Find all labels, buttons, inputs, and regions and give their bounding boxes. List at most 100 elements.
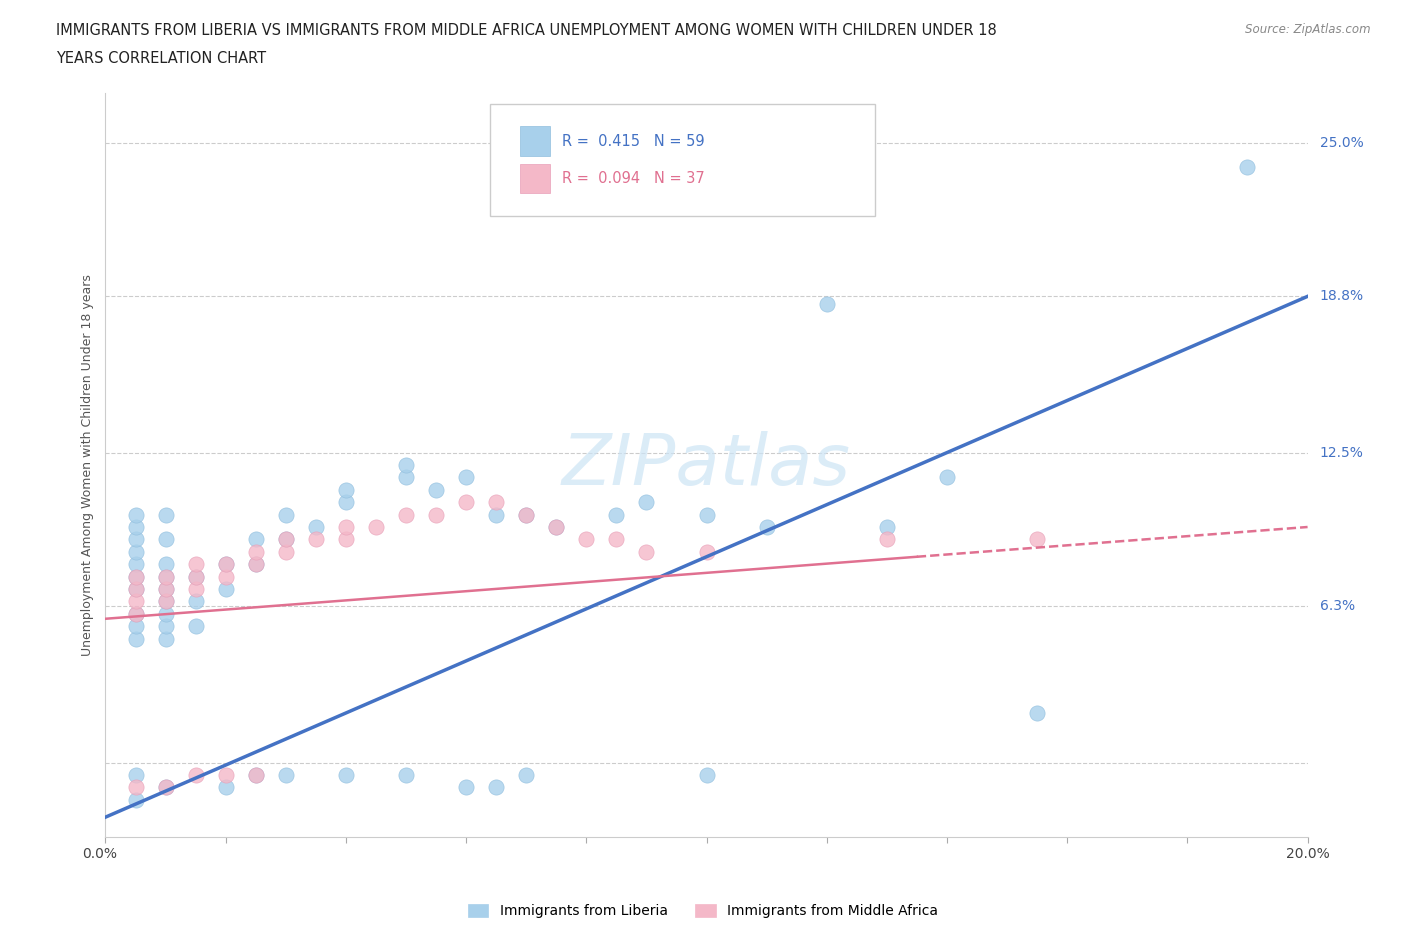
Point bbox=[124, 557, 146, 572]
Point bbox=[305, 520, 328, 535]
Point bbox=[214, 557, 236, 572]
Point bbox=[124, 581, 146, 596]
Point bbox=[124, 569, 146, 584]
Point bbox=[696, 544, 718, 559]
Point bbox=[274, 544, 297, 559]
Point bbox=[184, 767, 207, 782]
Point bbox=[184, 618, 207, 633]
Point bbox=[1026, 532, 1049, 547]
Y-axis label: Unemployment Among Women with Children Under 18 years: Unemployment Among Women with Children U… bbox=[80, 274, 94, 656]
Point bbox=[876, 520, 898, 535]
Point bbox=[155, 606, 177, 621]
Point bbox=[155, 581, 177, 596]
Point bbox=[214, 557, 236, 572]
Point bbox=[124, 520, 146, 535]
Point bbox=[815, 297, 838, 312]
Point bbox=[605, 532, 627, 547]
Point bbox=[214, 767, 236, 782]
Point bbox=[515, 767, 537, 782]
Point bbox=[425, 507, 447, 522]
Point bbox=[755, 520, 778, 535]
Point bbox=[274, 532, 297, 547]
Point bbox=[395, 507, 418, 522]
Point bbox=[696, 767, 718, 782]
Point bbox=[155, 780, 177, 795]
Point bbox=[124, 792, 146, 807]
Text: R =  0.094   N = 37: R = 0.094 N = 37 bbox=[562, 171, 704, 186]
Text: YEARS CORRELATION CHART: YEARS CORRELATION CHART bbox=[56, 51, 266, 66]
Point bbox=[124, 581, 146, 596]
Legend: Immigrants from Liberia, Immigrants from Middle Africa: Immigrants from Liberia, Immigrants from… bbox=[468, 904, 938, 919]
Point bbox=[636, 544, 658, 559]
Point bbox=[485, 495, 508, 510]
Point bbox=[274, 767, 297, 782]
Point bbox=[124, 606, 146, 621]
Point bbox=[155, 618, 177, 633]
Point bbox=[124, 569, 146, 584]
Text: R =  0.415   N = 59: R = 0.415 N = 59 bbox=[562, 134, 704, 149]
Point bbox=[636, 495, 658, 510]
Point bbox=[696, 507, 718, 522]
Point bbox=[546, 520, 568, 535]
Text: ZIPatlas: ZIPatlas bbox=[562, 431, 851, 499]
Text: 12.5%: 12.5% bbox=[1320, 445, 1364, 459]
Point bbox=[155, 581, 177, 596]
Point bbox=[605, 507, 627, 522]
Text: 20.0%: 20.0% bbox=[1285, 847, 1330, 861]
Point bbox=[184, 569, 207, 584]
Point bbox=[124, 767, 146, 782]
Point bbox=[124, 594, 146, 609]
Point bbox=[546, 520, 568, 535]
Point bbox=[245, 767, 267, 782]
Point bbox=[214, 780, 236, 795]
Text: 0.0%: 0.0% bbox=[82, 847, 117, 861]
Point bbox=[214, 569, 236, 584]
Point bbox=[124, 618, 146, 633]
Text: Source: ZipAtlas.com: Source: ZipAtlas.com bbox=[1246, 23, 1371, 36]
Point bbox=[214, 581, 236, 596]
Point bbox=[184, 581, 207, 596]
Point bbox=[515, 507, 537, 522]
Text: 6.3%: 6.3% bbox=[1320, 599, 1355, 614]
Point bbox=[454, 495, 477, 510]
Point bbox=[155, 569, 177, 584]
Point bbox=[335, 483, 357, 498]
Point bbox=[245, 544, 267, 559]
Point bbox=[1236, 160, 1258, 175]
Point bbox=[245, 557, 267, 572]
FancyBboxPatch shape bbox=[520, 164, 550, 193]
FancyBboxPatch shape bbox=[491, 104, 875, 216]
Point bbox=[335, 532, 357, 547]
Point bbox=[155, 507, 177, 522]
Point bbox=[124, 532, 146, 547]
Point bbox=[485, 780, 508, 795]
Point bbox=[454, 470, 477, 485]
Text: 25.0%: 25.0% bbox=[1320, 136, 1364, 150]
Point bbox=[335, 767, 357, 782]
Point bbox=[124, 544, 146, 559]
Point bbox=[155, 594, 177, 609]
Point bbox=[936, 470, 959, 485]
Point bbox=[124, 507, 146, 522]
Point bbox=[245, 532, 267, 547]
Text: IMMIGRANTS FROM LIBERIA VS IMMIGRANTS FROM MIDDLE AFRICA UNEMPLOYMENT AMONG WOME: IMMIGRANTS FROM LIBERIA VS IMMIGRANTS FR… bbox=[56, 23, 997, 38]
Point bbox=[485, 507, 508, 522]
Point bbox=[274, 507, 297, 522]
Point bbox=[155, 594, 177, 609]
Point bbox=[395, 470, 418, 485]
Point bbox=[364, 520, 387, 535]
Point bbox=[155, 569, 177, 584]
Point bbox=[876, 532, 898, 547]
Text: 18.8%: 18.8% bbox=[1320, 289, 1364, 303]
Point bbox=[515, 507, 537, 522]
Point bbox=[454, 780, 477, 795]
Point bbox=[155, 532, 177, 547]
Point bbox=[155, 780, 177, 795]
FancyBboxPatch shape bbox=[520, 126, 550, 156]
Point bbox=[184, 557, 207, 572]
Point bbox=[155, 557, 177, 572]
Point bbox=[575, 532, 598, 547]
Point bbox=[124, 631, 146, 646]
Point bbox=[245, 767, 267, 782]
Point bbox=[124, 780, 146, 795]
